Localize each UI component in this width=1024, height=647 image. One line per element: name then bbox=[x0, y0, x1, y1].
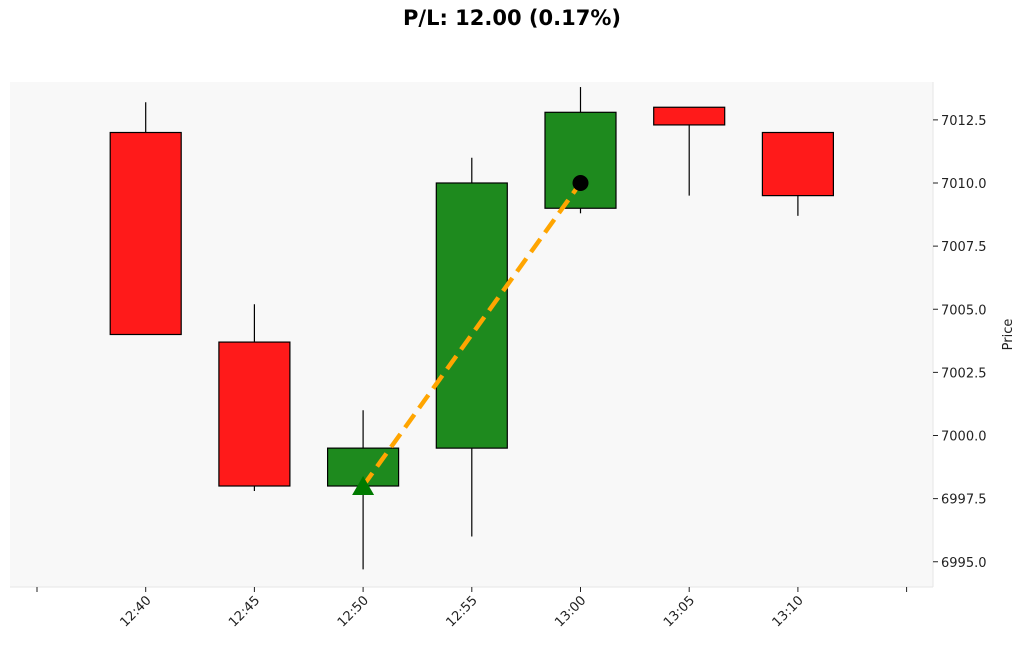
candle-body-down bbox=[761, 131, 835, 197]
x-tick-label: 13:05 bbox=[661, 593, 698, 630]
candle-body-up bbox=[544, 111, 617, 209]
y-tick-label: 6997.5 bbox=[941, 493, 987, 508]
y-tick-label: 7002.5 bbox=[941, 366, 987, 381]
y-tick-label: 7007.5 bbox=[941, 240, 987, 255]
candle-body-up bbox=[435, 182, 508, 449]
trade-line bbox=[361, 181, 583, 488]
candle-body-down bbox=[653, 106, 726, 126]
y-tick-label: 6995.0 bbox=[941, 556, 987, 571]
x-tick-label: 12:55 bbox=[444, 593, 481, 630]
entry-marker bbox=[352, 476, 375, 495]
y-tick-label: 7000.0 bbox=[941, 430, 987, 445]
y-axis-label: Price bbox=[1001, 319, 1016, 351]
x-tick-label: 13:00 bbox=[552, 593, 589, 630]
candle-body-down bbox=[218, 341, 291, 487]
x-tick-label: 13:10 bbox=[770, 593, 807, 630]
y-tick-label: 7005.0 bbox=[941, 303, 987, 318]
exit-marker bbox=[572, 175, 589, 191]
chart-title: P/L: 12.00 (0.17%) bbox=[403, 6, 621, 30]
x-tick-label: 12:50 bbox=[335, 593, 372, 630]
y-tick-label: 7012.5 bbox=[941, 114, 987, 129]
x-tick-label: 12:45 bbox=[226, 593, 263, 630]
candle-body-down bbox=[109, 131, 182, 336]
y-tick-label: 7010.0 bbox=[941, 177, 987, 192]
x-tick-label: 12:40 bbox=[117, 593, 154, 630]
